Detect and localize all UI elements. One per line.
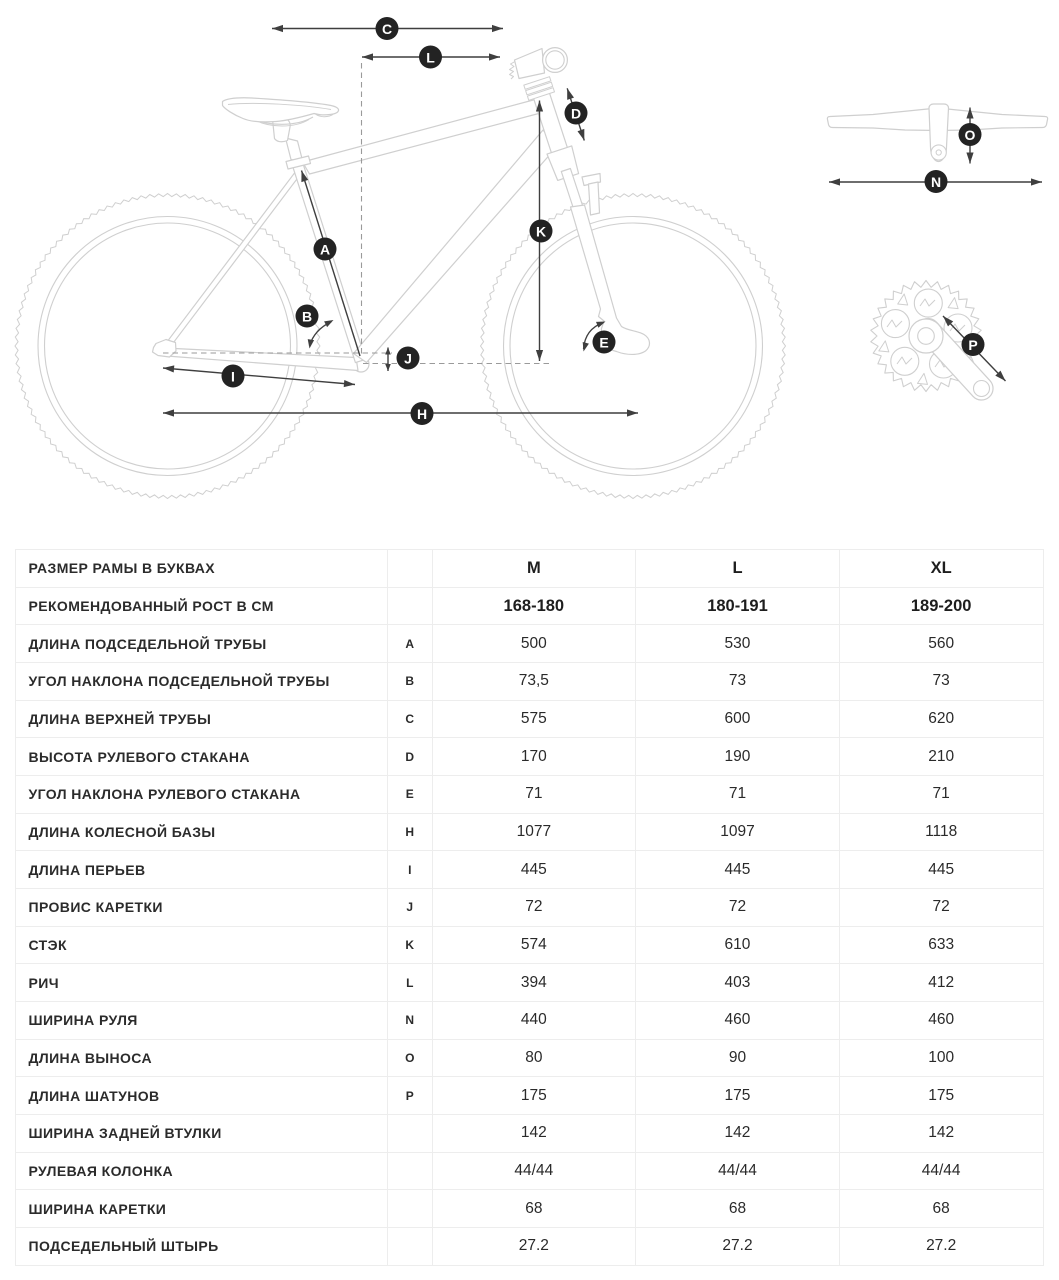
svg-text:L: L [426,50,435,66]
svg-text:K: K [536,224,546,240]
svg-text:J: J [404,351,412,367]
svg-text:N: N [931,174,941,190]
svg-text:I: I [231,369,235,385]
svg-text:H: H [417,406,427,422]
svg-text:C: C [382,21,392,37]
svg-text:O: O [965,127,976,143]
svg-text:B: B [302,309,312,325]
svg-text:D: D [571,106,581,122]
svg-text:A: A [320,242,330,258]
svg-text:P: P [968,337,977,353]
svg-text:E: E [599,335,608,351]
